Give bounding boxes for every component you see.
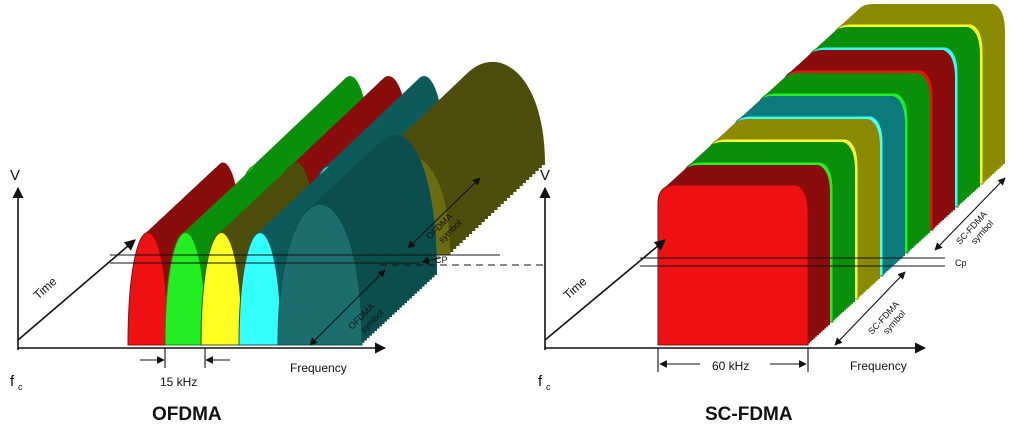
origin-label: f [10,373,15,390]
v-label: V [10,167,20,184]
time-label: Time [561,274,590,302]
time-label: Time [31,274,60,302]
face [658,185,808,345]
cp-label: Cp [955,258,967,268]
cp-label: CP [435,255,448,265]
spacing-label: 60 kHz [712,359,749,373]
origin-label: f [538,373,543,390]
spacing-label: 15 kHz [160,375,197,389]
symbol-label: SC-FDMA symbol [954,209,997,254]
figure: V Time f c 15 kHz Frequency CP OFDMA sym… [0,0,1017,427]
panel-title: OFDMA [152,404,222,425]
panel-title: SC-FDMA [705,404,793,425]
origin-subscript: c [546,382,551,392]
frequency-label: Frequency [290,361,347,375]
v-label: V [540,167,550,184]
frequency-label: Frequency [850,359,907,373]
origin-subscript: c [18,382,23,392]
